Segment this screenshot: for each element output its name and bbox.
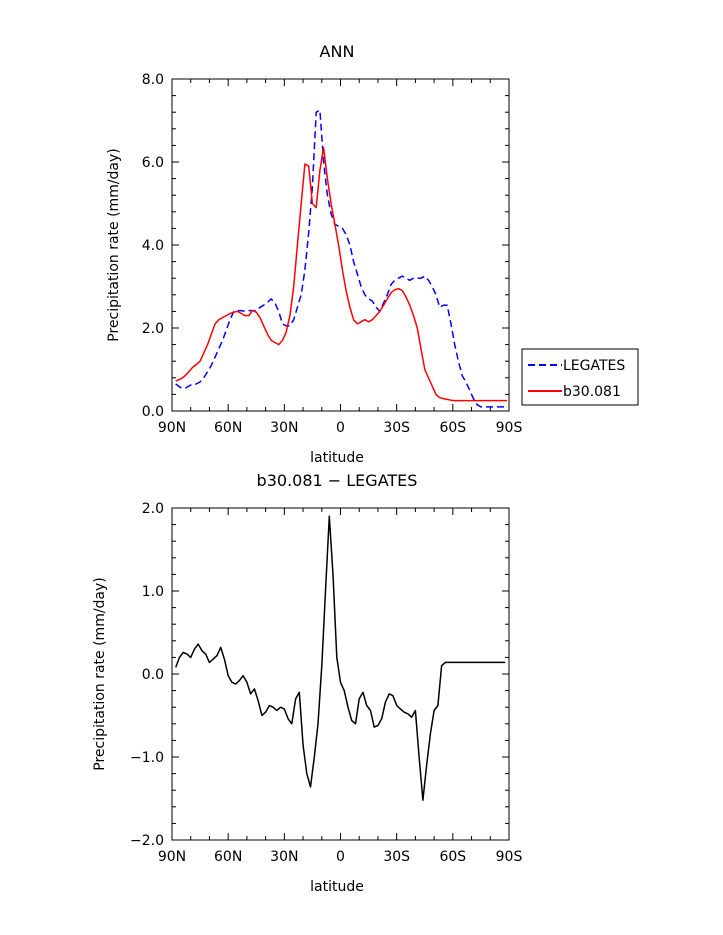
legend-label-b30: b30.081 (563, 384, 621, 400)
x-tick-label: 30S (383, 420, 410, 436)
x-axis-label: latitude (310, 879, 364, 895)
x-axis-label: latitude (310, 450, 364, 466)
y-tick-label: 8.0 (142, 72, 164, 88)
x-tick-label: 90N (158, 849, 186, 865)
x-tick-labels: 90N 60N 30N 0 30S 60S 90S (158, 420, 523, 436)
y-tick-label: 2.0 (142, 501, 164, 517)
y-tick-label: −2.0 (130, 833, 164, 849)
chart-title: ANN (320, 42, 355, 61)
plot-frame (171, 78, 510, 412)
series-line-difference (174, 515, 506, 801)
x-tick-label: 30N (270, 420, 298, 436)
legend-box (521, 348, 639, 406)
y-tick-label: 2.0 (142, 321, 164, 337)
y-tick-labels: 0.0 2.0 4.0 6.0 8.0 (142, 72, 164, 420)
chart-title: b30.081 − LEGATES (257, 471, 418, 490)
panel-annual-precip: ANN 90N 60N 30N 0 30S 60S 90S 0.02.04.06.08.0 … (106, 42, 639, 466)
x-tick-label: 90S (496, 849, 523, 865)
tick-marks (171, 78, 510, 412)
x-tick-label: 60N (214, 420, 242, 436)
x-tick-label: 0 (336, 849, 345, 865)
legend-label-legates: LEGATES (563, 358, 625, 374)
series-layer (175, 109, 508, 408)
x-tick-label: 90N (158, 420, 186, 436)
series-line-b30-081 (175, 146, 508, 402)
series-layer (174, 515, 506, 801)
y-axis-label: Precipitation rate (mm/day) (92, 577, 108, 771)
y-tick-label: 0.0 (142, 404, 164, 420)
y-tick-label: 6.0 (142, 155, 164, 171)
x-tick-label: 30N (270, 849, 298, 865)
y-tick-label: 0.0 (142, 667, 164, 683)
x-tick-label: 0 (336, 420, 345, 436)
y-tick-label: 1.0 (142, 584, 164, 600)
tick-marks (171, 507, 510, 841)
x-tick-label: 90S (496, 420, 523, 436)
series-line-legates (175, 109, 508, 408)
y-tick-labels: −2.0 −1.0 0.0 1.0 2.0 (130, 501, 164, 849)
x-tick-label: 30S (383, 849, 410, 865)
legend: LEGATES b30.081 (521, 348, 639, 406)
x-tick-labels: 90N 60N 30N 0 30S 60S 90S (158, 849, 523, 865)
plot-frame (171, 507, 510, 841)
y-tick-label: 4.0 (142, 238, 164, 254)
panel-difference: b30.081 − LEGATES 90N 60N 30N 0 30S 60S 90S −2… (92, 471, 522, 895)
x-tick-label: 60N (214, 849, 242, 865)
x-tick-label: 60S (439, 849, 466, 865)
x-tick-label: 60S (439, 420, 466, 436)
y-tick-label: −1.0 (130, 750, 164, 766)
y-axis-label: Precipitation rate (mm/day) (106, 148, 122, 342)
